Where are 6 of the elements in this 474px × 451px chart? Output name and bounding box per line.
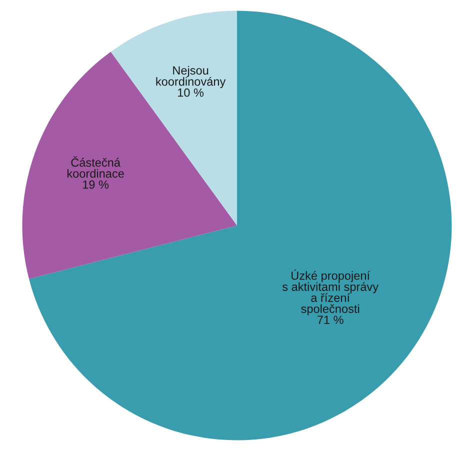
data-label: 19 %	[83, 180, 109, 189]
data-label: 71 %	[317, 316, 344, 324]
data-label: 10 %	[178, 88, 204, 97]
slice-label: Nejsou koordinovány	[156, 66, 226, 88]
slice-label: Částečná koordinace	[67, 156, 124, 178]
slice-label: Úzké propojení s aktivitami správy a řízení společnosti	[282, 269, 379, 316]
